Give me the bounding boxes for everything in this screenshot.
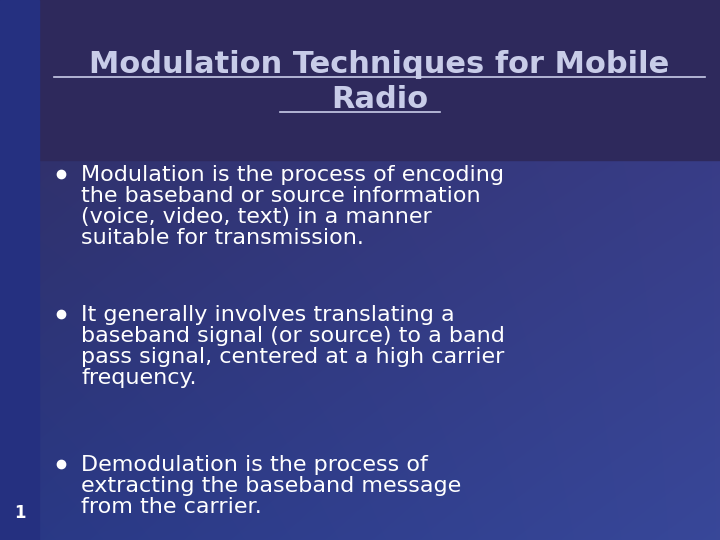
Text: baseband signal (or source) to a band: baseband signal (or source) to a band xyxy=(81,326,505,346)
Text: Demodulation is the process of: Demodulation is the process of xyxy=(81,455,428,475)
Text: from the carrier.: from the carrier. xyxy=(81,497,262,517)
Text: Modulation Techniques for Mobile: Modulation Techniques for Mobile xyxy=(89,50,670,79)
Bar xyxy=(0,0,39,540)
Text: the baseband or source information: the baseband or source information xyxy=(81,186,481,206)
Text: frequency.: frequency. xyxy=(81,368,197,388)
Text: Radio: Radio xyxy=(331,85,428,114)
Bar xyxy=(39,0,720,160)
Text: suitable for transmission.: suitable for transmission. xyxy=(81,228,364,248)
Text: Modulation is the process of encoding: Modulation is the process of encoding xyxy=(81,165,504,185)
Text: (voice, video, text) in a manner: (voice, video, text) in a manner xyxy=(81,207,432,227)
Text: extracting the baseband message: extracting the baseband message xyxy=(81,476,462,496)
Text: pass signal, centered at a high carrier: pass signal, centered at a high carrier xyxy=(81,347,505,367)
Text: 1: 1 xyxy=(14,504,25,522)
Text: It generally involves translating a: It generally involves translating a xyxy=(81,305,454,325)
